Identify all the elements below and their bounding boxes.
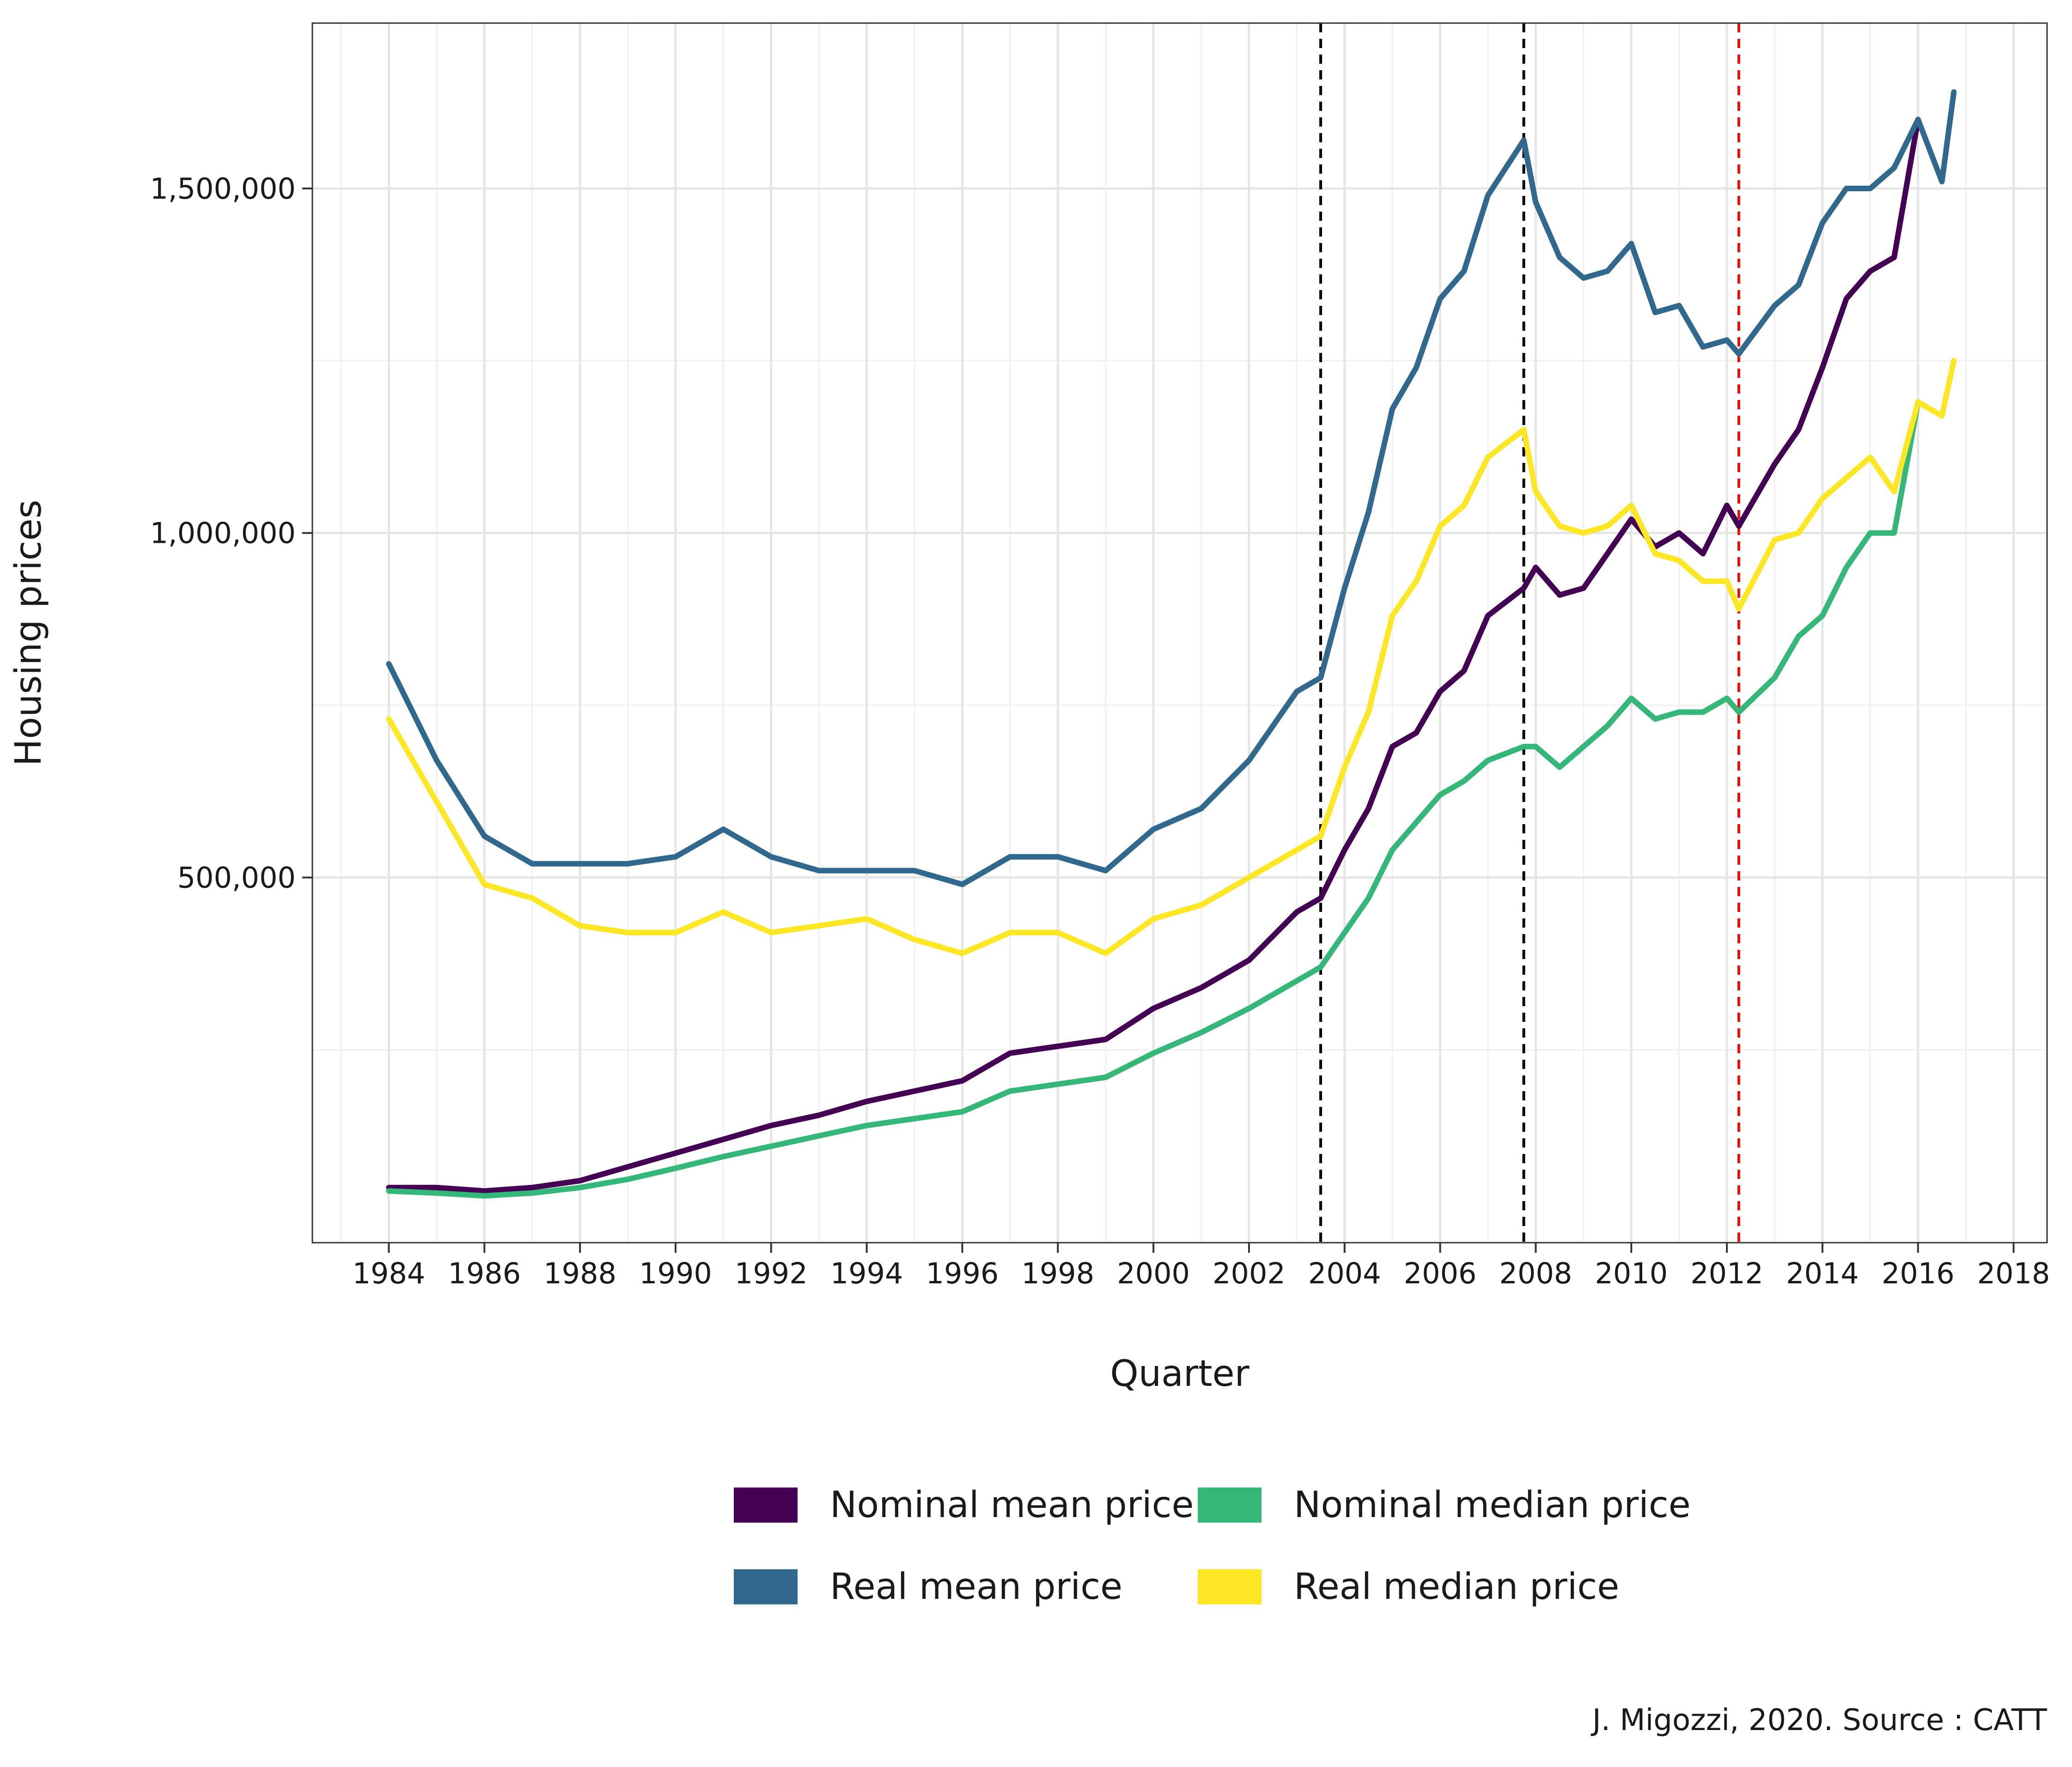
series-line	[386, 358, 1957, 956]
legend-label: Nominal median price	[1294, 1484, 1691, 1526]
legend-swatch	[1198, 1488, 1261, 1523]
series-layer	[386, 89, 1957, 1199]
legend-item: Real median price	[1198, 1566, 1619, 1608]
grid-layer	[312, 23, 2047, 1243]
x-tick-label: 2012	[1690, 1257, 1763, 1290]
legend-swatch	[734, 1488, 798, 1523]
reference-lines	[1319, 23, 1740, 1243]
legend-swatch	[1198, 1569, 1261, 1604]
series-line	[386, 116, 1921, 1194]
y-axis-title: Housing prices	[8, 500, 49, 766]
x-tick-label: 2010	[1595, 1257, 1668, 1290]
x-tick-label: 2014	[1786, 1257, 1859, 1290]
legend-label: Nominal mean price	[830, 1484, 1194, 1526]
legend-swatch	[734, 1569, 798, 1604]
x-tick-label: 1986	[448, 1257, 521, 1290]
legend-item: Nominal mean price	[734, 1484, 1194, 1526]
legend-label: Real mean price	[830, 1566, 1122, 1608]
x-tick-label: 1984	[353, 1257, 426, 1290]
x-tick-label: 1998	[1021, 1257, 1094, 1290]
x-tick-label: 1990	[639, 1257, 712, 1290]
x-tick-label: 1994	[830, 1257, 903, 1290]
x-tick-label: 2008	[1499, 1257, 1572, 1290]
series-line	[386, 399, 1921, 1199]
legend-item: Nominal median price	[1198, 1484, 1691, 1526]
axis-layer: 1984 1986 1988 1990 1992 1994 1996 1998 2000 2002…	[150, 172, 2050, 1290]
x-tick-label: 2006	[1404, 1257, 1477, 1290]
x-tick-label: 1996	[926, 1257, 999, 1290]
y-tick-label: 1,000,000	[150, 516, 296, 550]
x-tick-label: 2016	[1882, 1257, 1955, 1290]
legend: Nominal mean price Nominal median price Re…	[734, 1484, 1691, 1608]
series-line	[386, 89, 1957, 887]
legend-item: Real mean price	[734, 1566, 1122, 1608]
x-tick-label: 2004	[1308, 1257, 1381, 1290]
y-tick-label: 500,000	[177, 861, 296, 894]
x-axis-title: Quarter	[1110, 1353, 1249, 1395]
caption: J. Migozzi, 2020. Source : CATT	[1591, 1703, 2048, 1737]
x-tick-label: 2002	[1213, 1257, 1286, 1290]
x-tick-label: 2000	[1117, 1257, 1190, 1290]
legend-label: Real median price	[1294, 1566, 1619, 1608]
x-tick-label: 1988	[543, 1257, 616, 1290]
x-tick-label: 2018	[1977, 1257, 2050, 1290]
x-tick-label: 1992	[735, 1257, 808, 1290]
y-tick-label: 1,500,000	[150, 172, 296, 206]
plot-panel-border	[311, 22, 2048, 1244]
